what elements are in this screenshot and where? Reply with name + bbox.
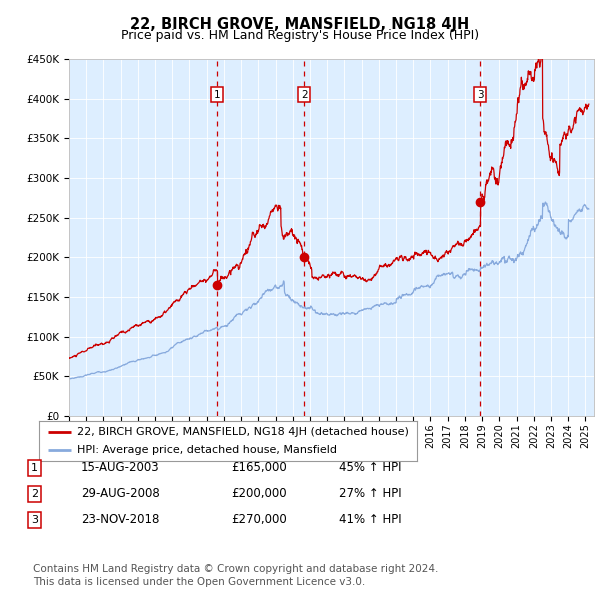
- Text: 29-AUG-2008: 29-AUG-2008: [81, 487, 160, 500]
- Text: 27% ↑ HPI: 27% ↑ HPI: [339, 487, 401, 500]
- Text: 3: 3: [477, 90, 484, 100]
- Text: 45% ↑ HPI: 45% ↑ HPI: [339, 461, 401, 474]
- Text: HPI: Average price, detached house, Mansfield: HPI: Average price, detached house, Mans…: [77, 445, 337, 455]
- Text: £165,000: £165,000: [231, 461, 287, 474]
- Text: £200,000: £200,000: [231, 487, 287, 500]
- Text: Contains HM Land Registry data © Crown copyright and database right 2024.
This d: Contains HM Land Registry data © Crown c…: [33, 564, 439, 587]
- Text: 22, BIRCH GROVE, MANSFIELD, NG18 4JH (detached house): 22, BIRCH GROVE, MANSFIELD, NG18 4JH (de…: [77, 428, 409, 438]
- Text: £270,000: £270,000: [231, 513, 287, 526]
- Text: 23-NOV-2018: 23-NOV-2018: [81, 513, 160, 526]
- Text: 2: 2: [31, 489, 38, 499]
- Text: 1: 1: [31, 463, 38, 473]
- Text: 41% ↑ HPI: 41% ↑ HPI: [339, 513, 401, 526]
- Text: 1: 1: [214, 90, 221, 100]
- Text: 15-AUG-2003: 15-AUG-2003: [81, 461, 160, 474]
- Text: Price paid vs. HM Land Registry's House Price Index (HPI): Price paid vs. HM Land Registry's House …: [121, 30, 479, 42]
- Text: 22, BIRCH GROVE, MANSFIELD, NG18 4JH: 22, BIRCH GROVE, MANSFIELD, NG18 4JH: [130, 17, 470, 31]
- Text: 2: 2: [301, 90, 307, 100]
- Text: 3: 3: [31, 515, 38, 525]
